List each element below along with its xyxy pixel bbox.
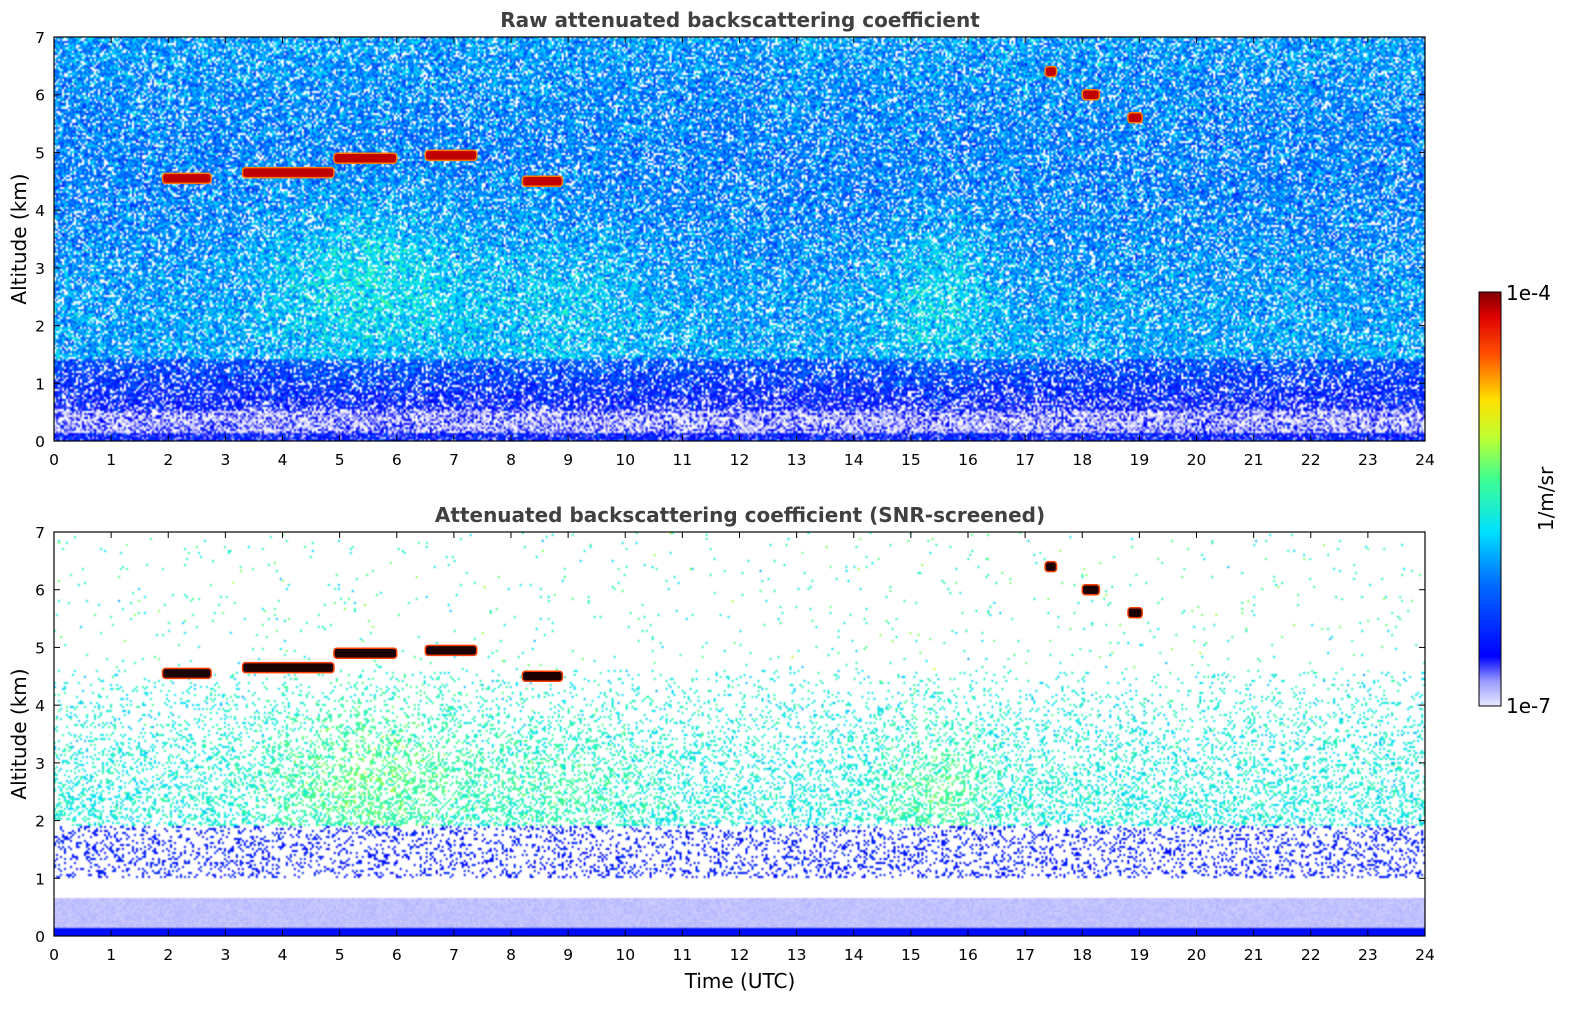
- y-tick-label: 1: [35, 870, 45, 888]
- panel-2-heatmap: [54, 532, 1425, 936]
- x-tick-label: 8: [506, 946, 516, 964]
- y-tick-label: 0: [35, 433, 45, 451]
- x-tick-label: 14: [844, 946, 864, 964]
- x-tick-label: 21: [1244, 946, 1264, 964]
- x-tick-label: 9: [563, 946, 573, 964]
- y-tick-label: 7: [35, 29, 45, 47]
- x-tick-label: 13: [787, 946, 807, 964]
- cloud-layer-mark: [161, 172, 212, 185]
- colorbar-frame: [1478, 291, 1502, 707]
- x-tick-label: 0: [49, 946, 59, 964]
- x-tick-label: 21: [1244, 451, 1264, 469]
- y-tick-label: 3: [35, 755, 45, 773]
- x-tick-label: 16: [958, 451, 978, 469]
- x-tick-label: 4: [278, 451, 288, 469]
- panel-1-heatmap: [54, 37, 1425, 441]
- x-tick-label: 3: [220, 946, 230, 964]
- x-tick-label: 10: [615, 946, 635, 964]
- x-tick-label: 7: [449, 946, 459, 964]
- y-tick-label: 4: [35, 202, 45, 220]
- y-tick-label: 6: [35, 87, 45, 105]
- x-tick-label: 2: [163, 946, 173, 964]
- panel-2-xlabel: Time (UTC): [684, 969, 796, 993]
- cloud-layer-mark: [241, 166, 335, 179]
- y-tick-label: 5: [35, 639, 45, 657]
- x-tick-label: 3: [220, 451, 230, 469]
- cloud-layer-mark: [424, 149, 478, 162]
- x-tick-label: 0: [49, 451, 59, 469]
- y-tick-label: 5: [35, 144, 45, 162]
- x-tick-label: 19: [1130, 946, 1150, 964]
- x-tick-label: 12: [730, 451, 750, 469]
- cloud-layer-mark: [521, 670, 564, 683]
- x-tick-label: 22: [1301, 451, 1321, 469]
- cloud-layer-mark: [1127, 112, 1143, 124]
- x-tick-label: 9: [563, 451, 573, 469]
- y-tick-label: 3: [35, 260, 45, 278]
- x-tick-label: 20: [1187, 946, 1207, 964]
- cloud-layer-mark: [1044, 65, 1058, 78]
- panel-2-cloud-marks: [161, 560, 1143, 683]
- x-tick-label: 24: [1415, 946, 1435, 964]
- x-tick-label: 5: [335, 451, 345, 469]
- cloud-layer-mark: [1081, 583, 1101, 596]
- x-tick-label: 23: [1358, 946, 1378, 964]
- x-tick-label: 22: [1301, 946, 1321, 964]
- colorbar-label: 1/m/sr: [1534, 466, 1558, 531]
- x-tick-label: 17: [1015, 451, 1035, 469]
- y-tick-label: 6: [35, 582, 45, 600]
- panel-2-ylabel: Altitude (km): [7, 668, 31, 799]
- cloud-layer-mark: [333, 152, 398, 164]
- x-tick-label: 2: [163, 451, 173, 469]
- x-tick-label: 19: [1130, 451, 1150, 469]
- x-tick-label: 23: [1358, 451, 1378, 469]
- panel-1-title: Raw attenuated backscattering coefficien…: [500, 8, 980, 32]
- x-tick-label: 18: [1072, 451, 1092, 469]
- panel-1-cloud-marks: [161, 65, 1143, 188]
- y-tick-label: 7: [35, 524, 45, 542]
- cloud-layer-mark: [241, 661, 335, 674]
- cloud-layer-mark: [424, 644, 478, 657]
- cloud-layer-mark: [1127, 607, 1143, 619]
- y-tick-label: 2: [35, 318, 45, 336]
- x-tick-label: 15: [901, 946, 921, 964]
- cloud-layer-mark: [521, 175, 564, 188]
- x-tick-label: 18: [1072, 946, 1092, 964]
- colorbar-min-label: 1e-7: [1506, 694, 1551, 718]
- x-tick-label: 6: [392, 451, 402, 469]
- x-tick-label: 17: [1015, 946, 1035, 964]
- x-tick-label: 16: [958, 946, 978, 964]
- x-tick-label: 11: [673, 946, 693, 964]
- x-tick-label: 1: [106, 451, 116, 469]
- x-tick-label: 1: [106, 946, 116, 964]
- x-tick-label: 15: [901, 451, 921, 469]
- panel-1-ticks: 0 1 2 3 4 5 6 7 8 9 10 11 12 13 14 15 16 17 18 19 20 21 22 23 24…: [35, 29, 1435, 469]
- panel-1-ylabel: Altitude (km): [7, 173, 31, 304]
- cloud-layer-mark: [333, 647, 398, 659]
- x-tick-label: 24: [1415, 451, 1435, 469]
- x-tick-label: 4: [278, 946, 288, 964]
- x-tick-label: 14: [844, 451, 864, 469]
- x-tick-label: 6: [392, 946, 402, 964]
- x-tick-label: 10: [615, 451, 635, 469]
- x-tick-label: 13: [787, 451, 807, 469]
- panel-2-title: Attenuated backscattering coefficient (S…: [435, 503, 1045, 527]
- y-tick-label: 2: [35, 813, 45, 831]
- cloud-layer-mark: [161, 667, 212, 680]
- cloud-layer-mark: [1081, 88, 1101, 101]
- x-tick-label: 12: [730, 946, 750, 964]
- y-tick-label: 0: [35, 928, 45, 946]
- y-tick-label: 4: [35, 697, 45, 715]
- x-tick-label: 5: [335, 946, 345, 964]
- x-tick-label: 11: [673, 451, 693, 469]
- y-tick-label: 1: [35, 375, 45, 393]
- x-tick-label: 7: [449, 451, 459, 469]
- colorbar-max-label: 1e-4: [1506, 281, 1551, 305]
- panel-2-ticks: 0 1 2 3 4 5 6 7 8 9 10 11 12 13 14 15 16 17 18 19 20 21 22 23 24…: [35, 524, 1435, 964]
- colorbar-gradient: [1479, 292, 1501, 706]
- x-tick-label: 8: [506, 451, 516, 469]
- cloud-layer-mark: [1044, 560, 1058, 573]
- x-tick-label: 20: [1187, 451, 1207, 469]
